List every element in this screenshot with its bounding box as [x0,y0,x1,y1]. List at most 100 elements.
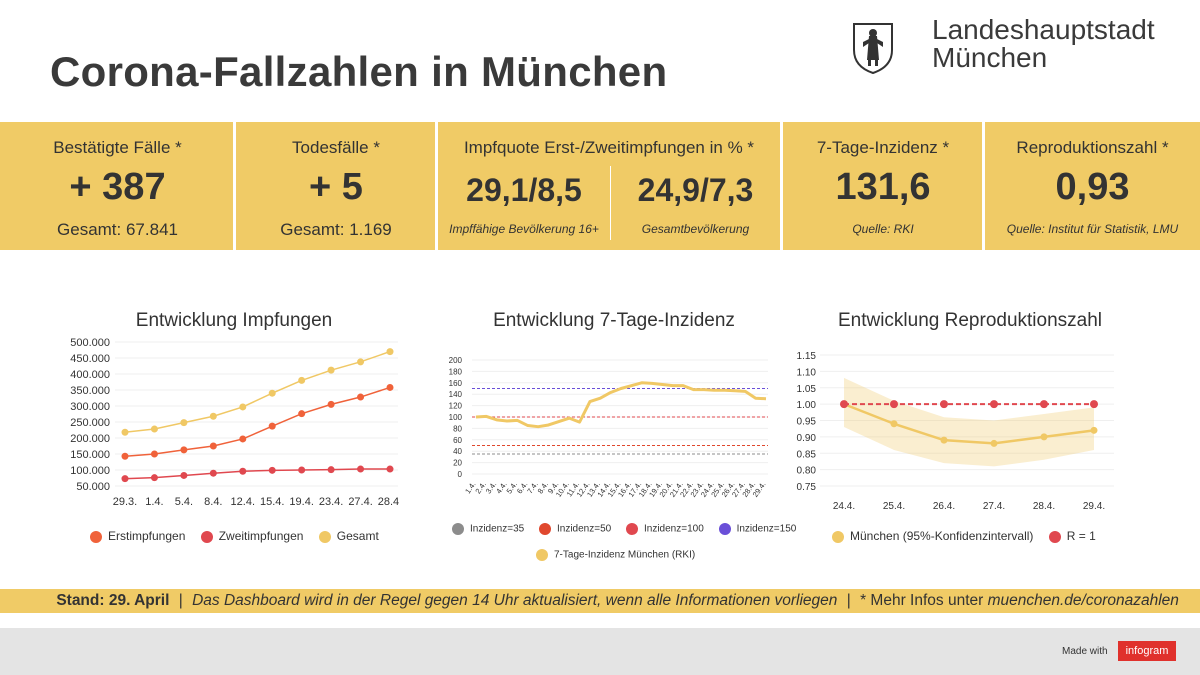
kpi-cases-label: Bestätigte Fälle * [53,138,182,157]
kpi-r-value: Reproduktionszahl * 0,93 Quelle: Institu… [985,122,1200,250]
legend-item[interactable]: Inzidenz=50 [539,523,611,535]
data-point [327,466,335,474]
data-point [150,425,158,433]
kpi-divider [982,122,985,250]
data-point [840,400,848,409]
data-point [180,471,188,479]
x-tick-label: 23.4. [319,496,343,508]
y-tick-label: 350.000 [70,385,110,397]
kpi-divider [233,122,236,250]
data-point [386,383,394,391]
legend-item[interactable]: Inzidenz=100 [626,523,704,535]
legend-item[interactable]: 7-Tage-Inzidenz München (RKI) [536,549,695,561]
x-tick-label: 27.4. [983,501,1005,512]
series-line [843,402,1095,445]
legend-item[interactable]: Gesamt [318,529,379,543]
data-point [150,450,158,458]
chart-r-title: Entwicklung Reproduktionszahl [837,310,1103,331]
kpi-cases: Bestätigte Fälle * + 387 Gesamt: 67.841 [0,122,235,250]
kpi-r-value-source: Quelle: Institut für Statistik, LMU [1006,222,1179,236]
legend-dot [200,530,213,543]
data-point [890,420,898,428]
infogram-logo[interactable]: infogram [1118,641,1176,661]
series-line [124,350,391,433]
chart-incidence-legend: Inzidenz=35 Inzidenz=50 Inzidenz=100 Inz… [452,523,796,535]
legend-item[interactable]: Inzidenz=35 [452,523,524,535]
y-tick-label: 1.05 [797,384,817,395]
status-more-prefix: * Mehr Infos unter [860,592,984,609]
kpi-band: Bestätigte Fälle * + 387 Gesamt: 67.841 … [0,122,1200,250]
x-tick-label: 28.4. [1033,501,1055,512]
y-tick-label: 150.000 [70,449,110,461]
y-tick-label: 250.000 [70,417,110,429]
legend-item[interactable]: Erstimpfungen [90,529,185,543]
data-point [990,400,998,409]
legend-dot [90,530,102,543]
data-point [268,422,276,430]
x-tick-label: 19.4. [289,496,313,508]
y-tick-label: 20 [453,459,462,468]
kpi-r-value-label: Reproduktionszahl * [1016,138,1169,157]
y-tick-label: 0.90 [797,433,817,444]
legend-item[interactable]: Inzidenz=150 [718,523,796,535]
data-point [1040,433,1048,441]
y-tick-label: 0.80 [797,466,817,477]
y-tick-label: 200 [449,356,463,365]
legend-label: Erstimpfungen [108,528,186,543]
data-point [940,436,948,444]
y-tick-label: 100 [449,413,463,422]
kpi-inner-divider [610,166,611,240]
legend-item[interactable]: München (95%-Konfidenzintervall) [832,529,1033,543]
status-link[interactable]: muenchen.de/coronazahlen [987,592,1179,610]
status-date: Stand: 29. April [56,592,170,610]
kpi-incidence-value: 131,6 [835,166,931,208]
chart-incidence-legend-2: 7-Tage-Inzidenz München (RKI) [536,549,707,561]
y-tick-label: 1.10 [797,367,817,378]
legend-dot [1048,530,1061,543]
made-with-label: Made with [1062,646,1108,657]
data-point [327,366,335,374]
chart-incidence: 0204060801001201401601802001.4.2.4.3.4.4… [449,356,768,499]
kpi-vaccination-total: 24,9/7,3 Gesamtbevölkerung [611,122,780,250]
kpi-vaccination-total-note: Gesamtbevölkerung [641,222,750,236]
legend-label: Inzidenz=50 [557,523,612,535]
data-point [180,446,188,454]
y-tick-label: 300.000 [70,401,110,413]
x-tick-label: 15.4. [260,496,284,508]
chart-incidence-title: Entwicklung 7-Tage-Inzidenz [493,310,735,331]
city-name: Landeshauptstadt München [932,16,1155,72]
legend-item[interactable]: Zweitimpfungen [200,528,304,543]
data-point [209,469,217,477]
legend-dot [626,523,638,535]
kpi-divider [435,122,438,250]
data-point [357,393,365,401]
data-point [121,475,129,483]
page-title: Corona-Fallzahlen in München [50,48,668,95]
x-tick-label: 27.4. [348,496,372,508]
y-tick-label: 40 [453,447,462,456]
data-point [268,389,276,397]
data-point [298,376,306,384]
legend-dot [318,530,331,543]
y-tick-label: 120 [449,402,463,411]
series-line [475,381,767,429]
kpi-deaths-total: Gesamt: 1.169 [280,220,392,239]
data-point [1090,426,1098,434]
legend-item[interactable]: R = 1 [1048,528,1096,543]
x-tick-label: 8.4. [204,496,222,508]
x-tick-label: 5.4. [175,496,193,508]
data-point [150,474,158,482]
legend-label: R = 1 [1066,528,1096,543]
y-tick-label: 0 [458,470,463,479]
y-tick-label: 400.000 [70,369,110,381]
legend-label: Zweitimpfungen [218,528,304,543]
y-tick-label: 0.95 [797,417,817,428]
data-point [268,466,276,474]
kpi-divider [780,122,783,250]
data-point [298,410,306,418]
kpi-vaccination-eligible: 29,1/8,5 Impffähige Bevölkerung 16+ [438,122,610,250]
kpi-deaths-value: + 5 [309,166,363,208]
kpi-vaccination-eligible-note: Impffähige Bevölkerung 16+ [449,222,599,236]
legend-dot [718,523,731,535]
kpi-vaccination-total-value: 24,9/7,3 [637,172,754,208]
